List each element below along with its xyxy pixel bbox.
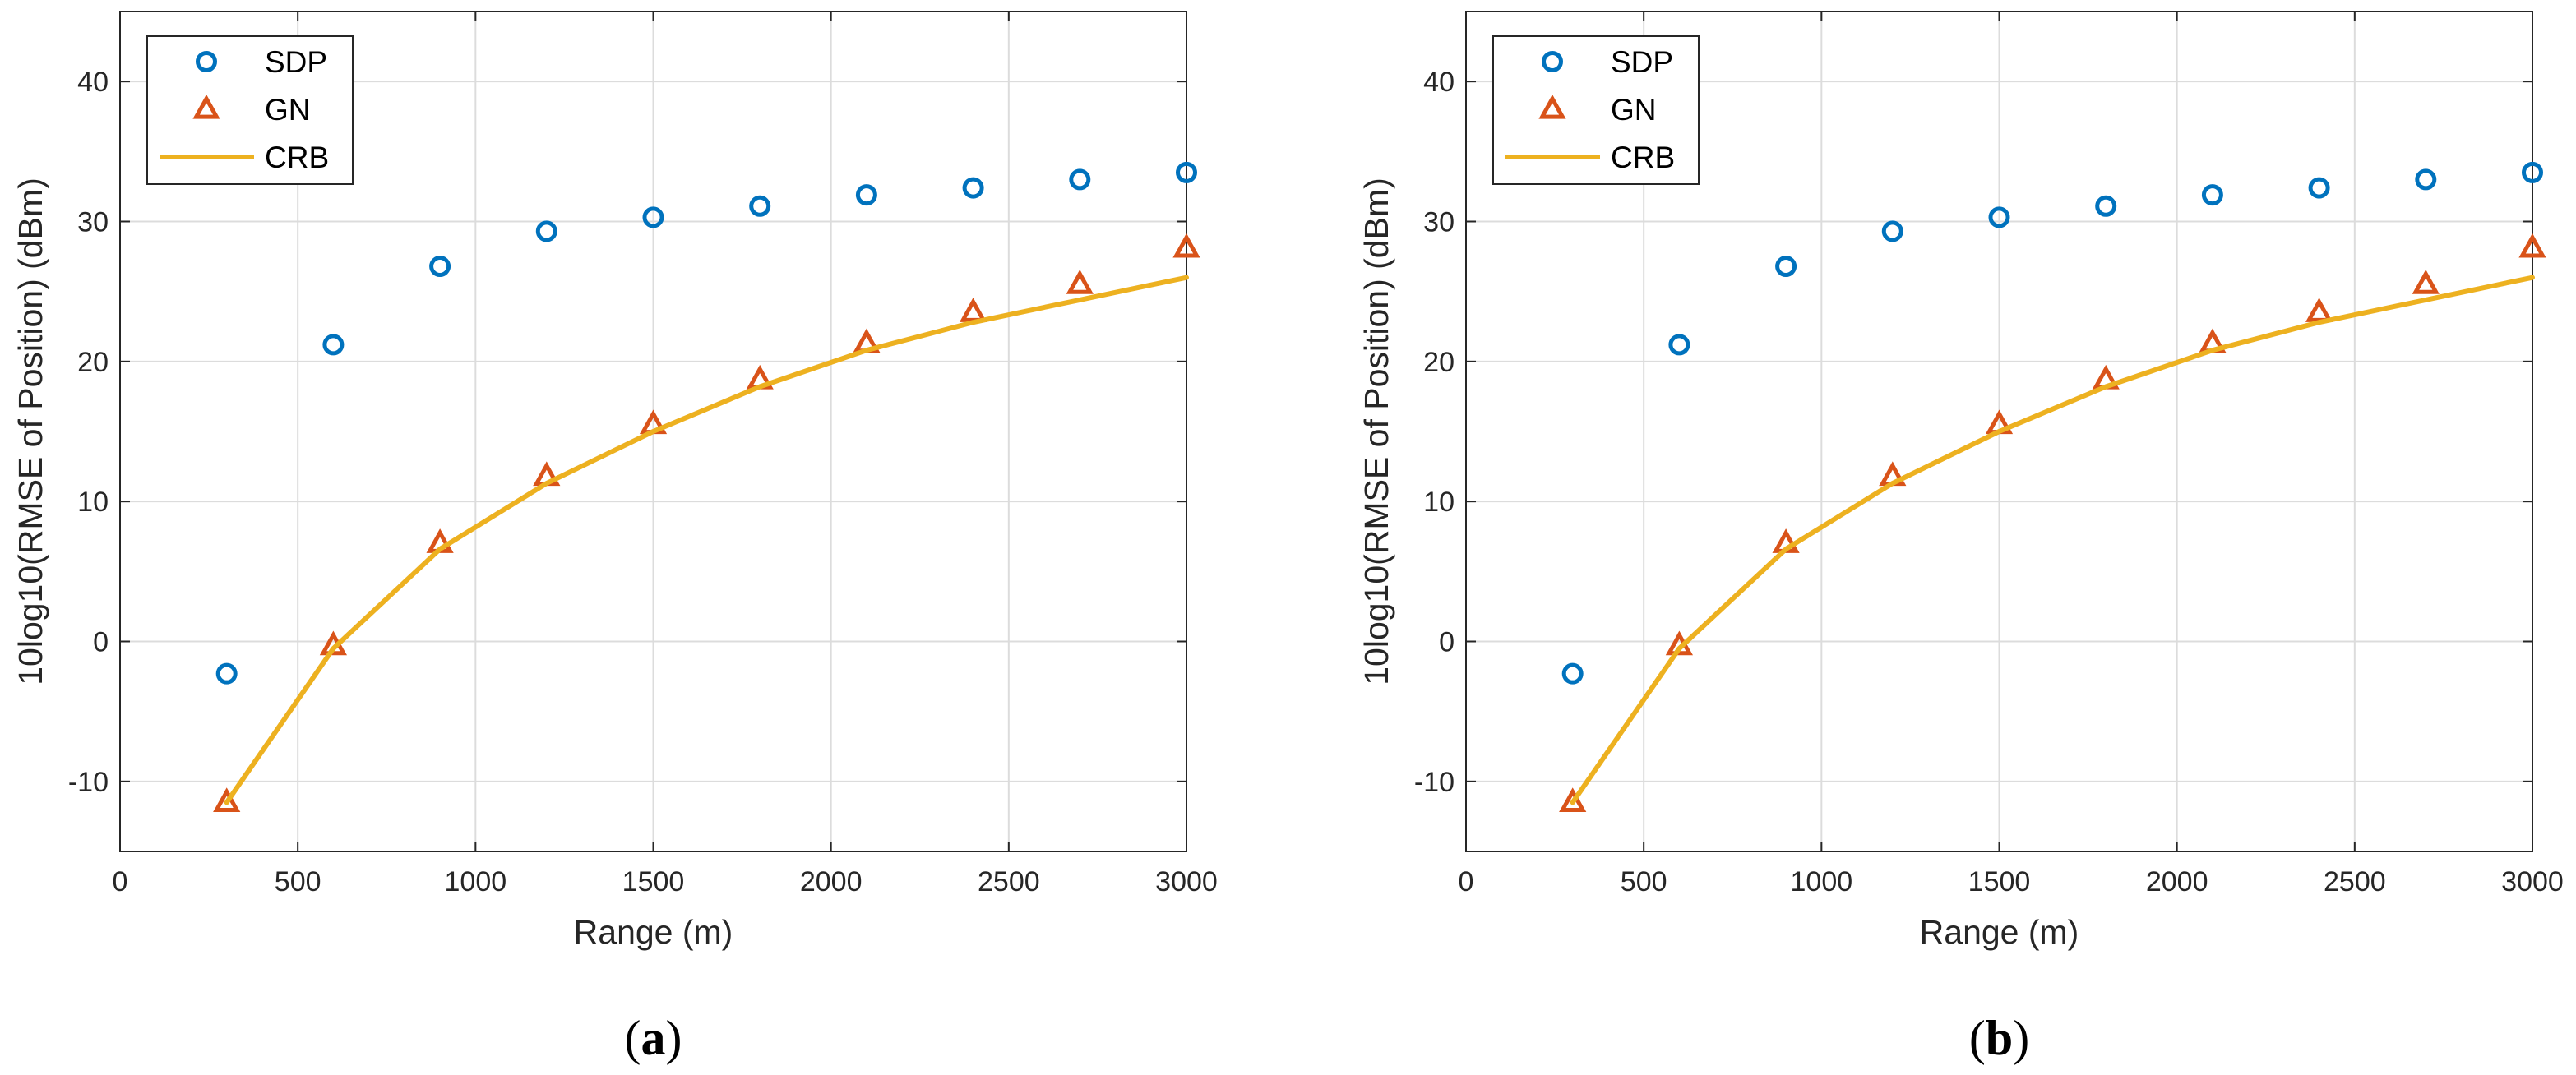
grid bbox=[119, 12, 1187, 851]
legend-gn-label: GN bbox=[1611, 93, 1657, 127]
legend-gn-symbol bbox=[1538, 94, 1566, 119]
legend-sdp-label: SDP bbox=[265, 45, 327, 79]
x-axis-label: Range (m) bbox=[1920, 913, 2079, 951]
crb-line bbox=[1570, 275, 2535, 805]
x-tick-label: 2000 bbox=[800, 866, 863, 897]
legend-crb-label: CRB bbox=[1611, 141, 1675, 174]
sdp-point bbox=[1561, 662, 1584, 685]
sdp-point bbox=[642, 206, 664, 228]
x-tick-label: 3000 bbox=[1155, 866, 1218, 897]
sdp-point bbox=[215, 662, 238, 685]
x-axis-label: Range (m) bbox=[574, 913, 733, 951]
sdp-point bbox=[1881, 220, 1903, 242]
sdp-point bbox=[1988, 206, 2010, 228]
y-tick-label: 40 bbox=[77, 67, 109, 98]
y-tick-label: 0 bbox=[1439, 627, 1454, 658]
legend: SDP GN CRB bbox=[1492, 35, 1700, 185]
y-tick-label: 30 bbox=[1423, 207, 1454, 238]
series-sdp bbox=[215, 161, 1197, 685]
gn-point bbox=[1066, 270, 1094, 294]
sdp-point bbox=[429, 256, 451, 278]
sdp-point bbox=[535, 220, 557, 242]
gn-point bbox=[2518, 233, 2546, 258]
sdp-point bbox=[1176, 161, 1197, 183]
y-tick-label: -10 bbox=[68, 767, 109, 798]
sdp-point bbox=[2095, 195, 2117, 217]
caption-a: (a) bbox=[625, 1011, 682, 1065]
x-tick-label: 1000 bbox=[445, 866, 507, 897]
sdp-point bbox=[2308, 177, 2330, 199]
x-tick-label: 500 bbox=[275, 866, 321, 897]
sdp-point bbox=[962, 177, 984, 199]
sdp-point bbox=[1668, 334, 1690, 356]
y-axis-label: 10log10(RMSE of Position) (dBm) bbox=[12, 178, 49, 685]
crb-line bbox=[224, 275, 1189, 805]
legend-gn-symbol bbox=[192, 94, 220, 119]
y-tick-label: -10 bbox=[1414, 767, 1454, 798]
x-tick-label: 2500 bbox=[978, 866, 1040, 897]
sdp-point bbox=[2522, 161, 2543, 183]
y-tick-label: 0 bbox=[93, 627, 109, 658]
sdp-point bbox=[855, 184, 877, 206]
legend-crb-label: CRB bbox=[265, 141, 329, 174]
sdp-point bbox=[2201, 184, 2223, 206]
sdp-point bbox=[749, 195, 771, 217]
chart-b: 0 500 1000 1500 2000 2500 3000 -10 0 10 20 30 40 Rang… bbox=[1357, 11, 2564, 1065]
caption-b: (b) bbox=[1969, 1011, 2029, 1065]
sdp-point bbox=[1775, 256, 1797, 278]
y-tick-label: 20 bbox=[77, 347, 109, 378]
gn-point bbox=[1172, 233, 1200, 258]
x-tick-label: 1500 bbox=[622, 866, 685, 897]
x-tick-label: 3000 bbox=[2501, 866, 2564, 897]
y-tick-label: 10 bbox=[77, 487, 109, 518]
x-tick-label: 0 bbox=[1459, 866, 1474, 897]
legend-sdp-symbol bbox=[1542, 51, 1563, 72]
x-tick-label: 2500 bbox=[2324, 866, 2386, 897]
gn-point bbox=[2412, 270, 2440, 294]
y-tick-label: 30 bbox=[77, 207, 109, 238]
y-tick-label: 10 bbox=[1423, 487, 1454, 518]
sdp-point bbox=[1069, 168, 1091, 191]
x-tick-label: 500 bbox=[1621, 866, 1667, 897]
y-tick-label: 20 bbox=[1423, 347, 1454, 378]
y-axis-label: 10log10(RMSE of Position) (dBm) bbox=[1357, 178, 1395, 685]
x-tick-label: 1500 bbox=[1968, 866, 2031, 897]
legend-sdp-label: SDP bbox=[1611, 45, 1673, 79]
series-crb bbox=[1570, 275, 2535, 805]
gn-point bbox=[1559, 787, 1587, 812]
sdp-point bbox=[322, 334, 345, 356]
sdp-point bbox=[2415, 168, 2437, 191]
legend-gn-label: GN bbox=[265, 93, 311, 127]
legend: SDP GN CRB bbox=[146, 35, 354, 185]
series-crb bbox=[224, 275, 1189, 805]
y-tick-label: 40 bbox=[1423, 67, 1454, 98]
x-tick-label: 2000 bbox=[2146, 866, 2208, 897]
chart-a: 0 500 1000 1500 2000 2500 3000 -10 0 10 20 30 40 Rang… bbox=[12, 11, 1218, 1065]
gn-point bbox=[213, 787, 241, 812]
x-tick-label: 0 bbox=[113, 866, 128, 897]
legend-sdp-symbol bbox=[196, 51, 217, 72]
series-sdp bbox=[1561, 161, 2543, 685]
x-tick-label: 1000 bbox=[1791, 866, 1853, 897]
